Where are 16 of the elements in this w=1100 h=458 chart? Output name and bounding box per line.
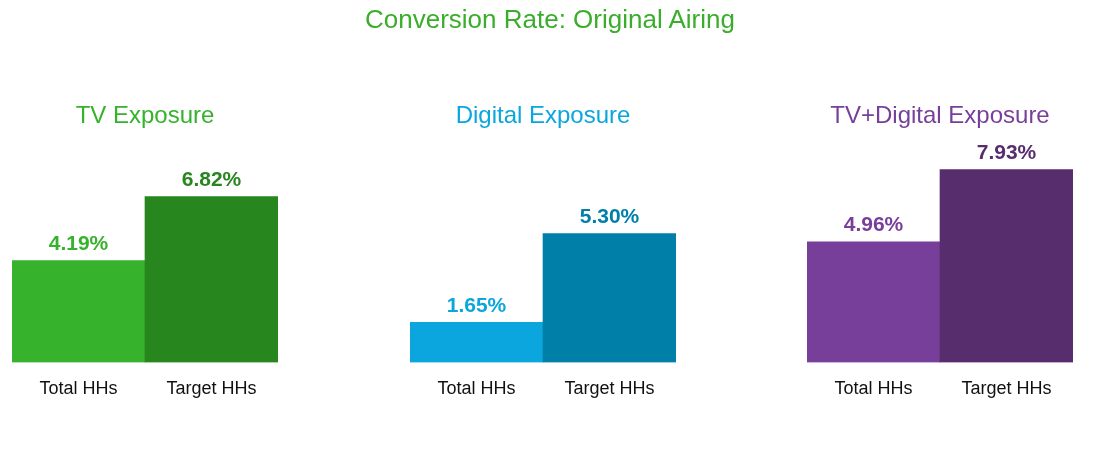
text: Conversion Rate: Original Airing — [364, 4, 736, 35]
chart-title: Digital Exposure — [455, 101, 631, 129]
data-label: 5.30% — [579, 203, 640, 227]
x-tick-label: Target HHs — [166, 378, 257, 399]
chart-title: TV Exposure — [75, 101, 215, 129]
data-label: 4.19% — [48, 230, 109, 254]
data-label: 6.82% — [181, 166, 242, 190]
x-tick-label: Target HHs — [564, 378, 655, 399]
x-tick-label: Target HHs — [961, 378, 1052, 399]
x-tick-label: Total HHs — [437, 378, 516, 399]
x-tick-label: Total HHs — [39, 378, 118, 399]
data-label: 7.93% — [976, 140, 1037, 163]
data-label: 1.65% — [446, 292, 507, 316]
x-tick-label: Total HHs — [834, 378, 913, 399]
chart-title: TV+Digital Exposure — [830, 101, 1050, 129]
data-label: 4.96% — [843, 212, 904, 236]
